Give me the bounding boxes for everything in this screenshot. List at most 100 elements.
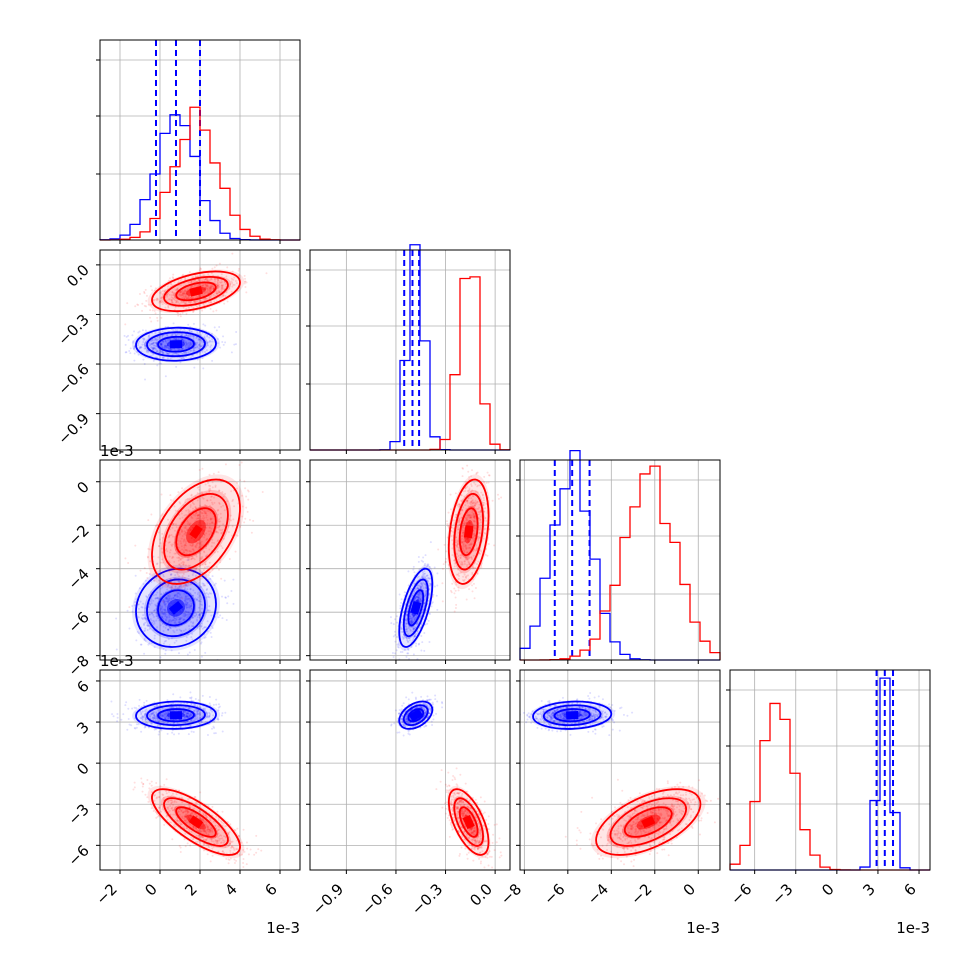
scatter-point	[216, 550, 219, 553]
scatter-point	[193, 558, 196, 561]
scatter-point	[165, 345, 168, 348]
scatter-point	[148, 602, 151, 605]
scatter-point	[461, 475, 464, 478]
scatter-point	[472, 504, 475, 507]
scatter-point	[457, 539, 460, 542]
scatter-point	[216, 612, 219, 615]
scatter-point	[196, 626, 199, 629]
scatter-point	[204, 283, 207, 286]
scatter-point	[155, 593, 158, 596]
scatter-point	[173, 621, 176, 624]
scatter-point	[160, 346, 163, 349]
scatter-point	[167, 346, 170, 349]
scatter-point	[177, 557, 180, 560]
scatter-point	[159, 561, 162, 564]
scatter-point	[186, 588, 189, 591]
scatter-point	[477, 560, 480, 563]
scatter-point	[468, 478, 471, 481]
scatter-point	[409, 615, 412, 618]
scatter-point	[143, 652, 146, 655]
scatter-point	[188, 329, 191, 332]
scatter-point	[196, 345, 199, 348]
scatter-point	[211, 340, 214, 343]
scatter-point	[207, 285, 210, 288]
scatter-point	[191, 507, 194, 510]
scatter-point	[209, 307, 212, 310]
scatter-point	[419, 587, 422, 590]
scatter-point	[231, 282, 234, 285]
scatter-point	[479, 549, 482, 552]
scatter-point	[152, 346, 155, 349]
scatter-point	[161, 612, 164, 615]
scatter-point	[159, 542, 162, 545]
scatter-point	[204, 512, 207, 515]
scatter-point	[196, 295, 199, 298]
scatter-point	[150, 320, 153, 323]
scatter-point	[180, 557, 183, 560]
scatter-point	[163, 289, 166, 292]
scatter-point	[472, 582, 475, 585]
scatter-point	[126, 302, 129, 305]
scatter-point	[185, 347, 188, 350]
scatter-point	[187, 582, 190, 585]
scatter-point	[466, 563, 469, 566]
scatter-point	[153, 622, 156, 625]
scatter-point	[165, 616, 168, 619]
scatter-point	[422, 587, 425, 590]
scatter-point	[425, 565, 428, 568]
scatter-point	[472, 530, 475, 533]
scatter-point	[159, 362, 162, 365]
scatter-point	[152, 347, 155, 350]
scatter-point	[418, 595, 421, 598]
scatter-point	[470, 543, 473, 546]
scatter-point	[195, 598, 198, 601]
scatter-point	[142, 358, 145, 361]
scatter-point	[198, 594, 201, 597]
scatter-point	[181, 292, 184, 295]
scatter-point	[431, 595, 434, 598]
scatter-point	[178, 618, 181, 621]
scatter-point	[173, 281, 176, 284]
scatter-point	[164, 626, 167, 629]
scatter-point	[194, 698, 197, 701]
scatter-point	[210, 458, 212, 460]
scatter-point	[395, 615, 398, 618]
scatter-point	[218, 525, 221, 528]
scatter-point	[201, 350, 204, 353]
density-peak	[189, 286, 203, 297]
scatter-point	[203, 335, 206, 338]
scatter-point	[174, 621, 177, 624]
scatter-point	[178, 293, 181, 296]
scatter-point	[197, 699, 200, 702]
scatter-point	[423, 582, 426, 585]
scatter-point	[188, 651, 191, 654]
scatter-point	[203, 626, 206, 629]
scatter-point	[398, 593, 401, 596]
scatter-point	[482, 497, 485, 500]
scatter-point	[487, 543, 490, 546]
scatter-point	[412, 568, 415, 571]
scatter-point	[461, 541, 464, 544]
scatter-point	[458, 549, 461, 552]
scatter-point	[416, 630, 419, 633]
scatter-point	[208, 522, 211, 525]
scatter-point	[195, 343, 198, 346]
scatter-point	[208, 336, 211, 339]
scatter-point	[182, 614, 185, 617]
scatter-point	[423, 599, 426, 602]
scatter-point	[215, 277, 218, 280]
scatter-point	[172, 322, 175, 325]
contour-line	[146, 578, 206, 638]
scatter-point	[185, 342, 188, 345]
scatter-point	[410, 645, 413, 648]
scatter-point	[192, 276, 195, 279]
scatter-point	[176, 288, 179, 291]
scatter-point	[175, 548, 178, 551]
scatter-point	[463, 578, 466, 581]
scatter-point	[169, 577, 172, 580]
scatter-point	[207, 574, 210, 577]
scatter-point	[409, 629, 412, 632]
scatter-point	[455, 541, 458, 544]
scatter-point	[420, 649, 423, 652]
scatter-point	[209, 295, 212, 298]
